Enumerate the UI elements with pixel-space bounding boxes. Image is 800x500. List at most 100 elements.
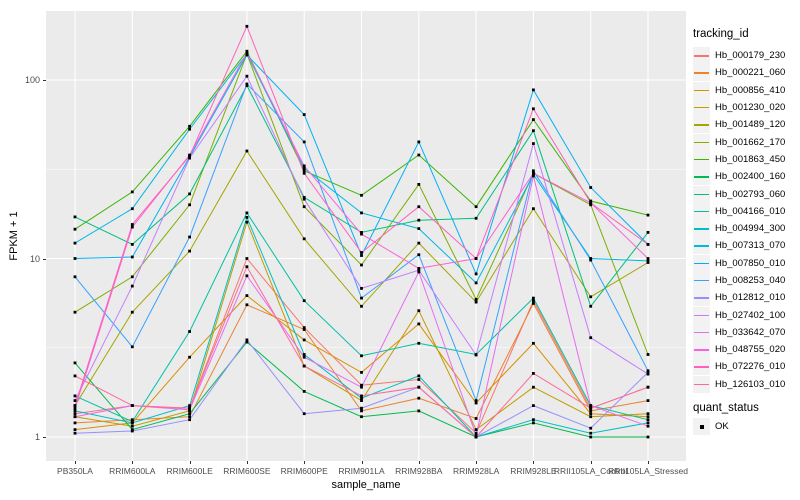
data-point [302, 328, 306, 331]
data-point [417, 409, 421, 413]
data-point [302, 164, 306, 168]
data-point [130, 345, 134, 349]
legend-item-Hb_001863_450: Hb_001863_450 [693, 150, 785, 168]
data-point [245, 49, 249, 53]
legend: tracking_id Hb_000179_230 Hb_000221_060 Hb… [693, 28, 786, 436]
data-point [589, 412, 593, 416]
legend-item-Hb_033642_070: Hb_033642_070 [693, 323, 786, 341]
data-point [73, 215, 77, 219]
data-point [646, 385, 650, 389]
data-point [302, 390, 306, 393]
x-tick-mark [418, 461, 420, 464]
data-point [646, 424, 650, 428]
data-point [130, 223, 134, 226]
data-point [417, 396, 421, 400]
data-point [188, 415, 191, 419]
legend-label: Hb_072276_010 [715, 361, 786, 373]
data-point [589, 199, 593, 203]
data-point [417, 227, 421, 230]
series-color-swatch [694, 366, 709, 368]
data-point [245, 74, 249, 78]
data-point [474, 399, 478, 402]
x-tick-mark [304, 461, 306, 464]
data-point [360, 251, 363, 254]
legend-item-Hb_004166_010: Hb_004166_010 [693, 202, 786, 220]
data-point [360, 193, 363, 197]
data-point [188, 330, 191, 333]
data-point [417, 268, 421, 272]
data-point [646, 353, 650, 356]
legend-item-Hb_001662_170: Hb_001662_170 [693, 133, 785, 151]
legend-item-Hb_027402_100: Hb_027402_100 [693, 306, 785, 324]
data-point [302, 326, 306, 329]
data-point [302, 171, 306, 175]
x-axis-title: sample_name [331, 479, 401, 491]
data-point [302, 205, 306, 209]
data-point [532, 299, 535, 303]
y-tick-label: 10 [29, 253, 40, 264]
series-color-swatch [694, 124, 709, 126]
data-point [302, 237, 306, 241]
legend-key-line-icon [693, 64, 710, 82]
data-point [245, 303, 249, 307]
series-color-swatch [694, 314, 709, 316]
data-point [130, 275, 134, 279]
data-point [417, 322, 421, 326]
data-point [302, 355, 306, 359]
legend-label: Hb_000856_410 [715, 84, 786, 96]
data-point [130, 404, 134, 407]
legend-key-line-icon [693, 168, 710, 186]
data-point [589, 203, 593, 207]
data-point [360, 385, 363, 389]
data-point [245, 53, 249, 57]
x-tick-mark [533, 461, 535, 464]
x-tick-mark [246, 461, 248, 464]
data-point [532, 142, 535, 145]
legend-label: Hb_000179_230 [715, 50, 786, 62]
data-point [474, 281, 478, 285]
data-point [245, 216, 249, 219]
data-point [646, 412, 650, 416]
data-point [417, 205, 421, 209]
data-point [360, 354, 363, 358]
data-point [302, 196, 306, 199]
data-point [188, 406, 191, 410]
x-tick-label-RRIM928BA: RRIM928BA [395, 466, 443, 476]
data-point [474, 353, 478, 357]
data-point [589, 409, 593, 413]
data-point [417, 253, 421, 257]
data-point [73, 431, 77, 435]
plot-panel [46, 11, 686, 461]
data-point [130, 255, 134, 259]
x-tick-label-RRIM928LA: RRIM928LA [452, 466, 500, 476]
data-point [130, 225, 134, 229]
data-point [532, 207, 535, 211]
data-point [188, 355, 191, 359]
legend-label: Hb_033642_070 [715, 326, 786, 338]
data-point [646, 369, 650, 373]
data-point [474, 431, 478, 435]
data-point [360, 415, 363, 419]
x-tick-label-RRIM600LE: RRIM600LE [166, 466, 213, 476]
x-tick-label-RRIM600SE: RRIM600SE [223, 466, 271, 476]
series-color-swatch [694, 262, 709, 265]
y-tick-mark [43, 437, 46, 438]
data-point [302, 140, 306, 144]
legend-label: Hb_004166_010 [715, 205, 786, 217]
data-point [245, 265, 249, 269]
data-point [646, 257, 650, 260]
legend-label: Hb_012812_010 [715, 292, 786, 304]
data-point [474, 434, 478, 437]
data-point [589, 431, 593, 435]
data-point [417, 309, 421, 313]
y-tick-label: 100 [24, 75, 40, 85]
legend-item-Hb_126103_010: Hb_126103_010 [693, 375, 785, 393]
data-point [188, 127, 191, 131]
legend-item-Hb_048755_020: Hb_048755_020 [693, 341, 785, 359]
data-point [474, 435, 478, 439]
data-point [532, 88, 535, 92]
series-color-swatch [694, 141, 709, 144]
x-tick-mark [189, 461, 191, 464]
data-point [245, 257, 249, 260]
